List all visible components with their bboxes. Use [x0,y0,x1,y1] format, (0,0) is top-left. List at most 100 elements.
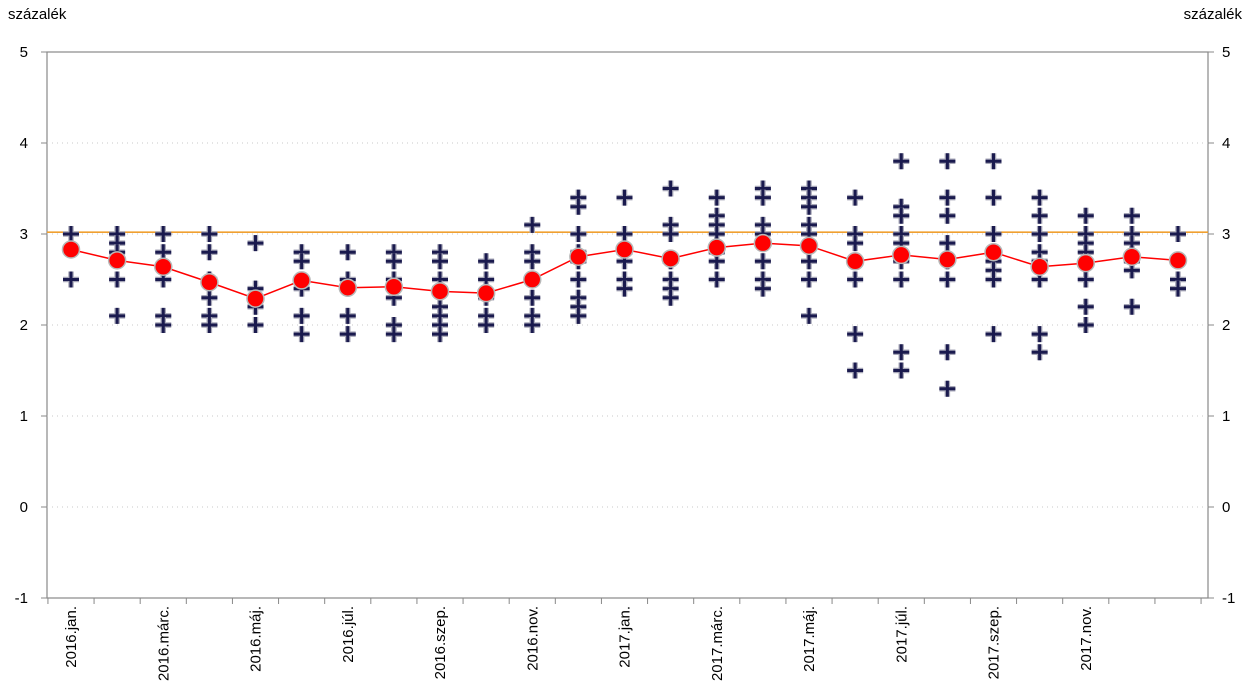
x-tick-label: 2017.máj. [801,606,818,672]
forecast-marker [1077,298,1094,315]
forecast-marker [801,253,817,270]
forecast-marker [662,226,679,242]
x-tick-label: 2016.nov. [524,606,541,671]
forecast-marker [616,189,633,206]
median-marker [707,238,726,257]
median-marker [615,240,634,259]
forecast-marker [893,207,910,224]
forecast-marker [109,271,126,288]
forecast-marker [155,226,172,242]
median-marker [845,252,865,271]
forecast-marker [155,317,172,333]
y-tick-label-right: 3 [1222,226,1230,243]
forecast-marker [1077,207,1094,224]
forecast-marker [985,326,1002,343]
median-marker [1076,253,1095,273]
median-marker [569,247,588,266]
forecast-marker [939,153,956,170]
median-marker [154,257,173,277]
forecast-marker [985,226,1002,242]
median-marker [984,242,1003,262]
x-tick-label: 2017.márc. [709,606,726,681]
forecast-marker [939,380,956,397]
forecast-marker [985,153,1002,170]
forecast-marker [524,317,541,333]
median-marker [200,272,219,292]
y-tick-label-left: 4 [20,135,28,152]
left-axis-unit: százalék [8,6,67,23]
forecast-marker [109,307,126,324]
x-tick-label: 2016.júl. [340,606,357,663]
right-axis-unit: százalék [1183,6,1242,23]
forecast-marker [754,253,771,270]
forecast-marker [339,326,356,343]
forecast-marker [1031,207,1048,224]
forecast-marker [893,271,910,288]
median-marker [292,271,311,290]
x-tick-label: 2017.szep. [986,606,1003,679]
forecast-marker [570,271,587,288]
median-marker [384,277,404,297]
y-tick-label-right: 1 [1222,408,1230,425]
x-tick-label: 2017.nov. [1078,606,1095,671]
median-marker [107,251,127,270]
forecast-marker [801,307,817,324]
forecast-marker [432,253,448,270]
forecast-marker [385,326,402,343]
median-marker [61,240,81,259]
median-marker [661,249,680,268]
forecast-marker [616,226,633,242]
forecast-marker [201,317,218,333]
y-tick-label-right: 2 [1222,317,1230,334]
forecast-marker [293,253,310,270]
forecast-marker [939,271,956,288]
forecast-marker [1170,226,1186,242]
median-marker [246,289,265,308]
median-marker [338,278,357,297]
y-tick-label-right: 5 [1222,44,1230,61]
forecast-marker [939,189,956,206]
forecast-marker [616,280,633,297]
y-tick-label-left: 5 [20,44,28,61]
median-marker [1030,257,1049,277]
forecast-marker [524,253,541,270]
forecast-marker [1170,280,1186,297]
forecast-marker [201,226,218,242]
y-tick-label-left: 3 [20,226,28,243]
forecast-marker [939,235,956,252]
median-marker [430,282,450,301]
forecast-marker [478,317,495,333]
x-tick-label: 2017.jan. [617,606,634,668]
forecast-marker [63,271,79,288]
median-marker [753,233,773,253]
y-tick-label-right: 4 [1222,135,1230,152]
forecast-marker [847,271,864,288]
y-tick-label-left: 1 [20,408,28,425]
forecast-marker [385,253,402,270]
forecast-marker [524,289,541,306]
forecast-marker [1031,326,1048,343]
median-marker [523,270,542,289]
forecast-marker [201,244,218,261]
forecast-marker [662,289,679,306]
y-tick-label-left: 0 [20,499,28,516]
forecast-marker [893,344,910,361]
forecast-marker [478,253,495,270]
median-marker [892,245,911,265]
median-marker [1168,251,1188,270]
y-tick-label-left: 2 [20,317,28,334]
median-marker [1122,247,1142,266]
forecast-marker [1031,344,1048,361]
forecast-marker [893,362,910,379]
forecast-marker [893,153,910,170]
forecast-marker [708,271,725,288]
forecast-marker [754,280,771,297]
forecast-marker [662,180,679,197]
forecast-marker [1077,271,1094,288]
forecast-marker [1031,189,1048,206]
forecast-marker [570,226,587,242]
y-tick-label-right: 0 [1222,499,1230,516]
forecast-marker [754,189,771,206]
